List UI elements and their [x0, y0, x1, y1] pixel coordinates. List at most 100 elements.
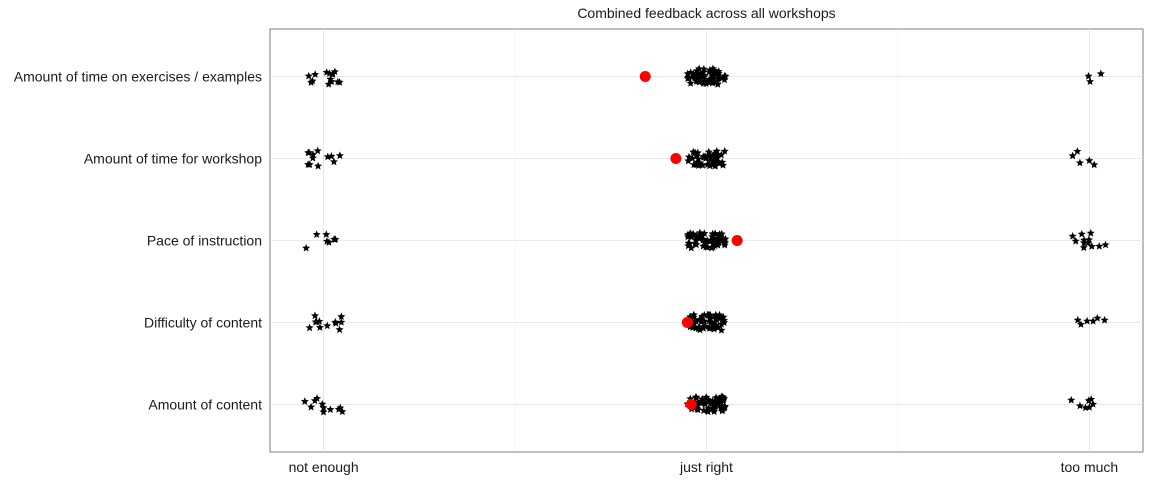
response-point — [704, 147, 713, 156]
response-point — [703, 243, 712, 251]
response-point — [1084, 238, 1093, 247]
response-point — [322, 68, 331, 76]
response-point — [695, 159, 704, 168]
response-point — [687, 73, 696, 81]
response-point — [1068, 151, 1077, 160]
response-point — [1090, 160, 1099, 169]
response-point — [318, 399, 327, 408]
response-point — [329, 157, 338, 166]
mean-marker — [681, 316, 693, 328]
response-point — [1073, 147, 1082, 155]
response-point — [327, 152, 336, 160]
response-point — [1085, 156, 1094, 165]
y-tick-label: Difficulty of content — [144, 314, 262, 330]
response-point — [310, 396, 319, 405]
response-point — [1084, 235, 1093, 244]
response-point — [712, 315, 721, 323]
y-tick-label: Amount of time for workshop — [84, 151, 262, 167]
response-point — [322, 230, 331, 238]
response-point — [706, 156, 715, 164]
response-point — [1084, 72, 1093, 80]
response-point — [692, 77, 701, 85]
response-point — [302, 243, 311, 252]
response-point — [304, 71, 313, 80]
y-axis-labels: Amount of time on exercises / examples Am… — [14, 69, 262, 413]
response-point — [704, 396, 713, 404]
response-point — [1084, 396, 1093, 405]
response-point — [1086, 77, 1095, 86]
response-point — [717, 392, 726, 401]
response-point — [335, 151, 344, 160]
response-point — [708, 323, 717, 332]
response-point — [717, 320, 726, 328]
response-point — [308, 76, 317, 85]
y-tick-label: Amount of time on exercises / examples — [14, 69, 262, 85]
response-point — [1089, 316, 1098, 325]
response-point — [1089, 400, 1098, 408]
response-point — [684, 152, 693, 161]
response-point — [716, 403, 725, 412]
response-point — [713, 398, 722, 407]
response-point — [312, 230, 321, 238]
response-point — [338, 407, 347, 416]
response-point — [695, 315, 704, 323]
response-point — [1083, 316, 1092, 325]
response-point — [1085, 403, 1094, 411]
x-tick-label: just right — [679, 459, 733, 475]
response-point — [695, 75, 704, 83]
response-point — [689, 312, 698, 321]
response-point — [708, 75, 717, 83]
mean-marker — [670, 153, 682, 165]
response-point — [305, 323, 314, 332]
response-point — [701, 154, 710, 162]
response-point — [711, 310, 720, 319]
response-point — [1079, 238, 1088, 247]
response-point — [311, 70, 320, 78]
response-point — [711, 161, 720, 169]
response-point — [697, 399, 706, 407]
response-point — [692, 240, 701, 249]
response-point — [300, 397, 309, 405]
response-point — [691, 392, 700, 401]
response-point — [1087, 242, 1096, 250]
response-point — [705, 161, 714, 170]
response-point — [1086, 229, 1095, 237]
response-point — [709, 66, 718, 75]
response-point — [699, 71, 708, 79]
response-point — [304, 160, 313, 168]
x-tick-label: too much — [1061, 459, 1119, 475]
response-point — [712, 150, 721, 158]
response-point — [689, 147, 698, 156]
response-point — [700, 317, 709, 325]
response-point — [698, 161, 707, 169]
response-point — [324, 238, 333, 246]
response-point — [326, 405, 335, 413]
response-point — [1096, 69, 1105, 78]
response-point — [686, 229, 695, 237]
response-point — [703, 160, 712, 168]
response-point — [337, 312, 346, 321]
response-point — [309, 150, 318, 159]
response-point — [695, 64, 704, 73]
response-point — [699, 64, 708, 73]
response-point — [323, 321, 332, 330]
response-point — [1068, 232, 1077, 240]
response-point — [319, 407, 328, 416]
response-point — [709, 404, 718, 412]
y-tick-label: Pace of instruction — [147, 233, 262, 249]
response-point — [715, 159, 724, 167]
response-point — [1100, 316, 1109, 324]
response-point — [337, 318, 346, 326]
response-point — [695, 234, 704, 243]
response-point — [324, 80, 333, 88]
response-point — [709, 71, 718, 80]
chart-title: Combined feedback across all workshops — [577, 5, 836, 21]
response-point — [717, 326, 726, 334]
response-point — [1093, 314, 1102, 322]
response-point — [1075, 401, 1084, 410]
response-point — [1071, 236, 1080, 245]
response-point — [1080, 235, 1089, 244]
jitter-points — [300, 64, 1110, 416]
response-point — [335, 325, 344, 334]
